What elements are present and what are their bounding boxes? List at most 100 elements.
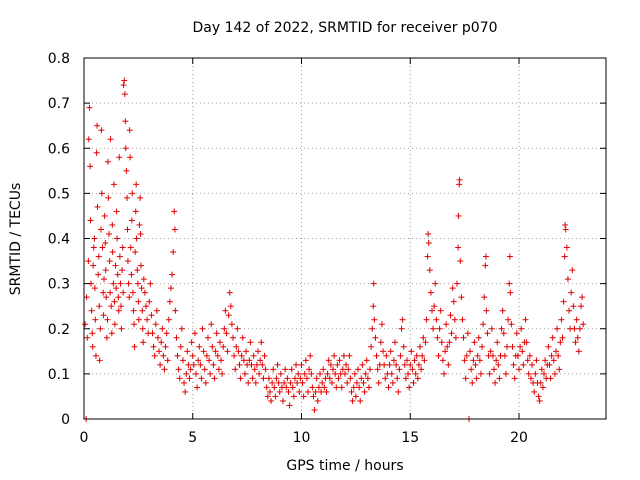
data-point: [496, 375, 503, 382]
data-point: [394, 375, 401, 382]
data-point: [106, 230, 113, 237]
data-point: [350, 384, 357, 391]
data-point: [86, 104, 93, 111]
data-point: [494, 339, 501, 346]
data-point: [541, 370, 548, 377]
data-point: [235, 348, 242, 355]
data-point: [115, 294, 122, 301]
data-point: [479, 343, 486, 350]
data-point: [454, 280, 461, 287]
data-point: [447, 312, 454, 319]
data-point: [414, 375, 421, 382]
data-point: [165, 316, 172, 323]
data-point: [309, 384, 316, 391]
data-point: [89, 330, 96, 337]
y-tick-label: 0.5: [48, 186, 70, 202]
data-point: [303, 375, 310, 382]
data-point: [403, 357, 410, 364]
data-point: [111, 181, 118, 188]
data-point: [492, 379, 499, 386]
data-point: [482, 253, 489, 260]
data-point: [302, 357, 309, 364]
data-point: [130, 307, 137, 314]
data-point: [371, 316, 378, 323]
data-point: [181, 379, 188, 386]
data-point: [121, 91, 128, 98]
data-point: [321, 384, 328, 391]
data-point: [536, 397, 543, 404]
y-tick-label: 0.7: [48, 96, 70, 112]
data-point: [124, 194, 131, 201]
x-tick-label: 15: [401, 430, 419, 446]
data-point: [176, 375, 183, 382]
data-point: [121, 77, 128, 84]
data-point: [231, 352, 238, 359]
data-point: [558, 316, 565, 323]
data-point: [277, 370, 284, 377]
data-point: [129, 190, 136, 197]
data-point: [173, 334, 180, 341]
data-point: [435, 352, 442, 359]
data-point: [571, 325, 578, 332]
data-point: [331, 352, 338, 359]
data-point: [223, 330, 230, 337]
data-point: [126, 294, 133, 301]
data-point: [344, 379, 351, 386]
data-point: [140, 276, 147, 283]
data-point: [132, 249, 139, 256]
x-tick-label: 20: [510, 430, 528, 446]
data-point: [96, 357, 103, 364]
data-point: [274, 361, 281, 368]
data-point: [451, 316, 458, 323]
data-point: [248, 361, 255, 368]
data-point: [513, 330, 520, 337]
data-point: [294, 379, 301, 386]
data-point: [315, 384, 322, 391]
data-point: [246, 357, 253, 364]
data-point: [373, 352, 380, 359]
data-point: [210, 361, 217, 368]
data-point: [564, 276, 571, 283]
data-point: [183, 370, 190, 377]
data-point: [211, 375, 218, 382]
data-point: [298, 361, 305, 368]
data-point: [407, 361, 414, 368]
data-point: [140, 339, 147, 346]
data-point: [393, 361, 400, 368]
data-point: [574, 334, 581, 341]
data-point: [105, 194, 112, 201]
data-point: [480, 321, 487, 328]
data-point: [362, 370, 369, 377]
data-point: [345, 366, 352, 373]
data-point: [425, 230, 432, 237]
data-point: [222, 307, 229, 314]
data-point: [106, 258, 113, 265]
data-point: [264, 393, 271, 400]
data-point: [227, 303, 234, 310]
data-point: [460, 334, 467, 341]
data-point: [286, 402, 293, 409]
data-point: [361, 388, 368, 395]
data-point: [85, 136, 92, 143]
data-point: [126, 127, 133, 134]
data-point: [533, 357, 540, 364]
data-point: [506, 280, 513, 287]
data-point: [135, 298, 142, 305]
data-point: [102, 240, 109, 247]
data-point: [122, 145, 129, 152]
data-point: [334, 361, 341, 368]
data-point: [101, 276, 108, 283]
data-point: [90, 262, 97, 269]
data-point: [199, 325, 206, 332]
data-point: [520, 361, 527, 368]
data-point: [469, 379, 476, 386]
x-axis-label: GPS time / hours: [286, 458, 403, 474]
data-point: [128, 271, 135, 278]
data-point: [437, 307, 444, 314]
data-point: [499, 307, 506, 314]
data-point: [139, 325, 146, 332]
data-point: [195, 357, 202, 364]
data-point: [427, 289, 434, 296]
data-point: [104, 316, 111, 323]
